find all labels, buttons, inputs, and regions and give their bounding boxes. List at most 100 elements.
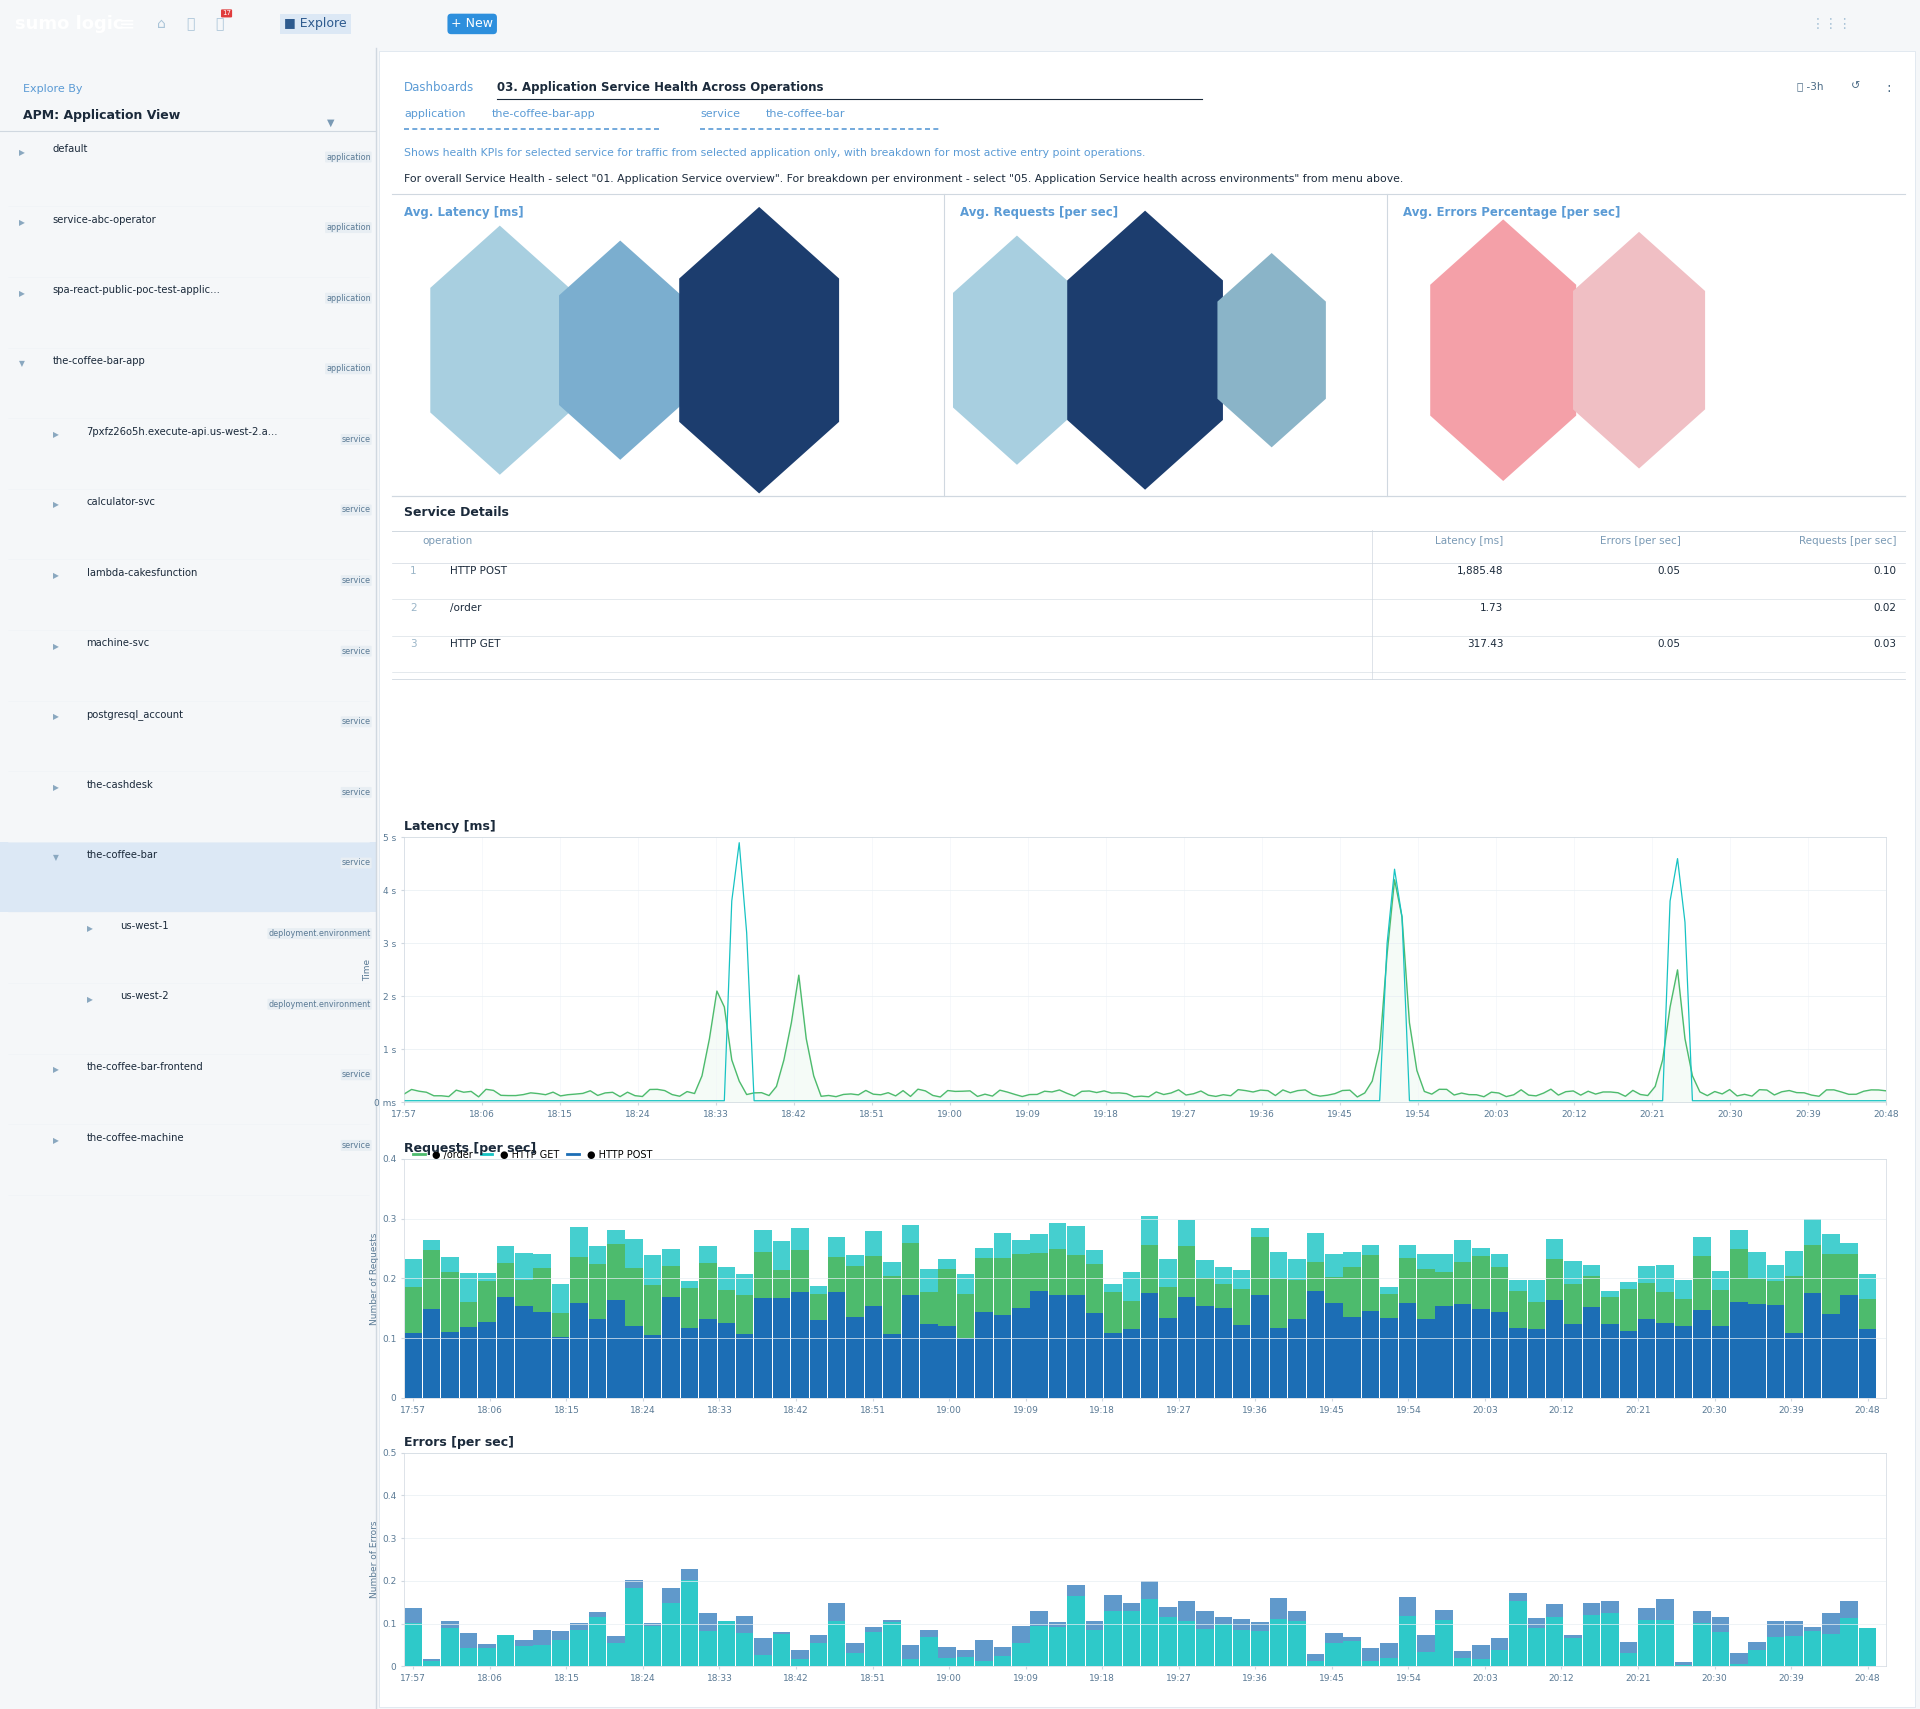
Bar bbox=[920, 1630, 937, 1637]
Y-axis label: Number of Errors: Number of Errors bbox=[371, 1521, 380, 1598]
Bar bbox=[515, 1646, 532, 1666]
Text: Avg. Requests [per sec]: Avg. Requests [per sec] bbox=[960, 205, 1117, 219]
Bar bbox=[1308, 1661, 1325, 1666]
Bar bbox=[1140, 1246, 1158, 1292]
Bar bbox=[1693, 1612, 1711, 1622]
Bar bbox=[1620, 1289, 1638, 1331]
Text: ▼: ▼ bbox=[328, 118, 334, 128]
Bar bbox=[1361, 1311, 1379, 1398]
Bar bbox=[1786, 1333, 1803, 1398]
Bar bbox=[1674, 1326, 1692, 1398]
Bar bbox=[883, 1335, 900, 1398]
Bar bbox=[497, 1263, 515, 1297]
/order bbox=[787, 966, 810, 986]
Text: ▶: ▶ bbox=[86, 995, 92, 1003]
Bar bbox=[1436, 1306, 1453, 1398]
Bar bbox=[1473, 1309, 1490, 1398]
Bar bbox=[1749, 1278, 1766, 1304]
Bar bbox=[995, 1232, 1012, 1258]
Bar bbox=[1803, 1294, 1822, 1398]
Bar bbox=[1546, 1239, 1563, 1258]
HTTP POST bbox=[787, 1092, 810, 1113]
/order bbox=[453, 1082, 476, 1102]
Bar bbox=[1104, 1333, 1121, 1398]
Bar bbox=[570, 1258, 588, 1302]
Bar bbox=[1288, 1280, 1306, 1319]
Bar bbox=[1730, 1230, 1747, 1249]
Bar bbox=[589, 1265, 607, 1319]
Bar bbox=[1749, 1304, 1766, 1398]
Bar bbox=[791, 1649, 808, 1659]
Bar bbox=[422, 1241, 440, 1251]
Bar bbox=[1344, 1641, 1361, 1666]
Text: operation: operation bbox=[422, 537, 472, 547]
Bar bbox=[1252, 1237, 1269, 1295]
Bar bbox=[1215, 1307, 1233, 1398]
Bar bbox=[1436, 1620, 1453, 1666]
Text: the-coffee-bar-app: the-coffee-bar-app bbox=[52, 355, 146, 366]
Bar bbox=[1380, 1294, 1398, 1318]
Bar bbox=[956, 1338, 973, 1398]
Bar bbox=[1841, 1295, 1859, 1398]
Bar bbox=[864, 1632, 883, 1666]
Bar bbox=[1601, 1601, 1619, 1613]
Y-axis label: Number of Requests: Number of Requests bbox=[371, 1232, 380, 1324]
Bar bbox=[1215, 1617, 1233, 1624]
Bar bbox=[1215, 1283, 1233, 1307]
Bar bbox=[551, 1313, 570, 1336]
Bar bbox=[718, 1622, 735, 1666]
Text: Avg. Latency [ms]: Avg. Latency [ms] bbox=[403, 205, 524, 219]
Bar bbox=[1730, 1665, 1747, 1666]
Bar bbox=[1657, 1265, 1674, 1292]
Text: 317.43: 317.43 bbox=[1467, 639, 1503, 649]
Bar bbox=[570, 1630, 588, 1666]
Bar bbox=[1711, 1271, 1730, 1290]
Bar bbox=[1453, 1261, 1471, 1304]
Bar bbox=[570, 1624, 588, 1630]
Bar bbox=[1766, 1280, 1784, 1306]
Text: Latency [ms]: Latency [ms] bbox=[403, 820, 495, 834]
Bar bbox=[570, 1227, 588, 1258]
Bar bbox=[1398, 1304, 1417, 1398]
FancyBboxPatch shape bbox=[396, 634, 1901, 672]
Bar bbox=[1048, 1249, 1066, 1295]
FancyBboxPatch shape bbox=[396, 598, 1901, 634]
Bar bbox=[1822, 1634, 1839, 1666]
Bar bbox=[1674, 1661, 1692, 1666]
Bar bbox=[682, 1581, 699, 1666]
Bar bbox=[1582, 1603, 1599, 1615]
Bar bbox=[422, 1659, 440, 1661]
Bar bbox=[1123, 1610, 1140, 1666]
Bar bbox=[1068, 1225, 1085, 1254]
Text: service: service bbox=[342, 858, 371, 868]
Bar bbox=[1582, 1615, 1599, 1666]
Line: HTTP GET: HTTP GET bbox=[403, 843, 1885, 1101]
Bar bbox=[1786, 1251, 1803, 1277]
Bar bbox=[1711, 1617, 1730, 1632]
Bar bbox=[1361, 1661, 1379, 1666]
Bar bbox=[864, 1306, 883, 1398]
Bar bbox=[1269, 1328, 1286, 1398]
Text: the-coffee-bar-frontend: the-coffee-bar-frontend bbox=[86, 1061, 204, 1072]
Bar bbox=[515, 1253, 532, 1280]
HTTP POST bbox=[453, 1092, 476, 1113]
/order bbox=[1382, 870, 1405, 890]
Bar bbox=[1085, 1265, 1104, 1313]
Bar bbox=[1380, 1642, 1398, 1658]
Text: ▶: ▶ bbox=[52, 1136, 58, 1145]
Bar bbox=[772, 1270, 791, 1297]
Bar bbox=[662, 1249, 680, 1266]
Bar bbox=[1822, 1234, 1839, 1254]
Text: ▼: ▼ bbox=[19, 359, 25, 369]
Bar bbox=[791, 1292, 808, 1398]
Bar bbox=[643, 1285, 660, 1335]
Bar bbox=[1453, 1658, 1471, 1666]
Bar bbox=[534, 1268, 551, 1313]
Text: default: default bbox=[52, 144, 88, 154]
Text: service-abc-operator: service-abc-operator bbox=[52, 215, 156, 226]
Bar bbox=[1601, 1324, 1619, 1398]
Bar bbox=[902, 1659, 920, 1666]
Bar bbox=[847, 1266, 864, 1318]
Bar bbox=[1252, 1622, 1269, 1630]
Bar bbox=[791, 1659, 808, 1666]
